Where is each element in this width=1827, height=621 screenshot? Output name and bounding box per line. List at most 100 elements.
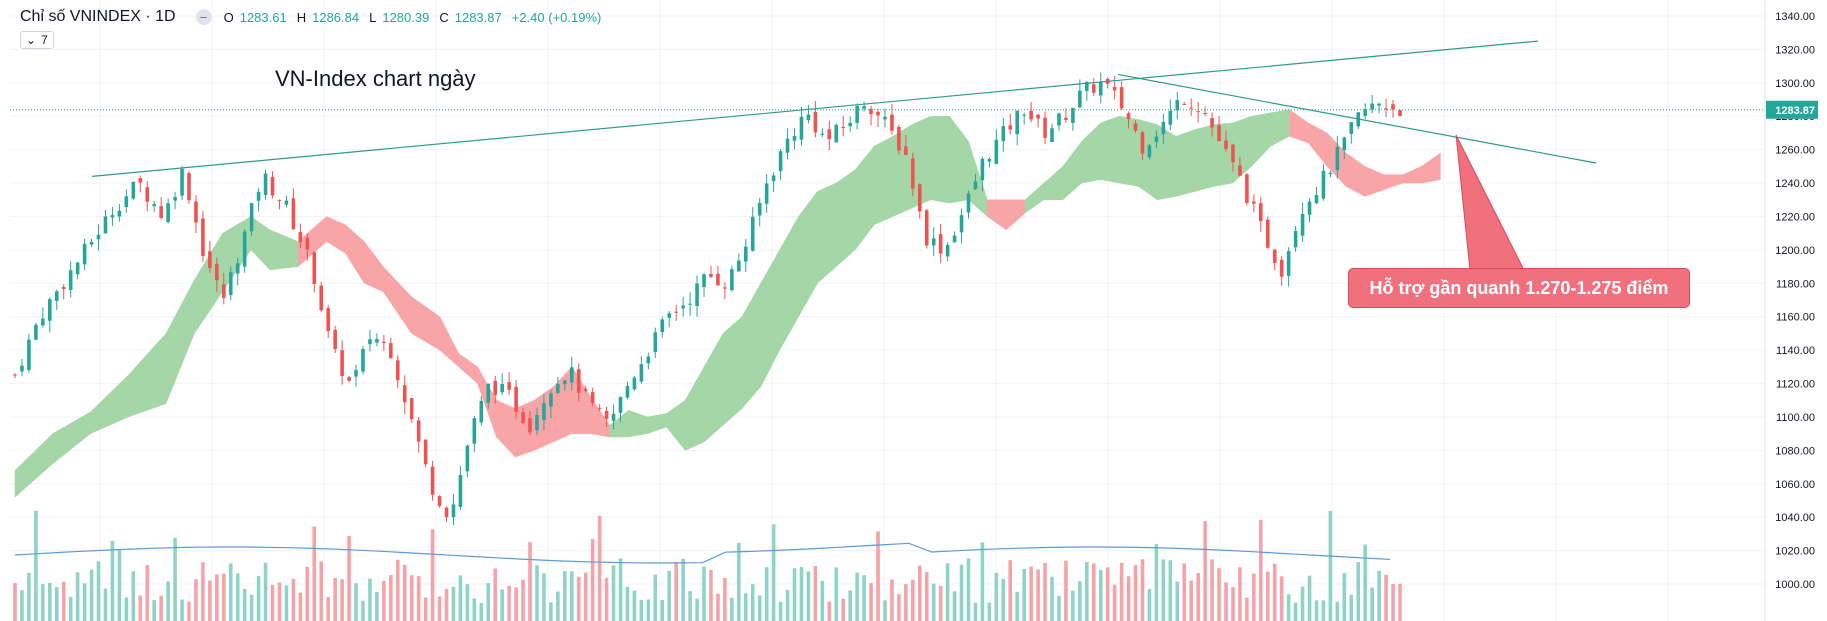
cloud-bull [1081, 122, 1101, 184]
volume-bar [966, 558, 971, 621]
candle-up [131, 181, 136, 199]
candle-down [159, 206, 163, 218]
volume-bar [611, 565, 616, 621]
y-tick-label: 1000.00 [1775, 579, 1815, 591]
candle-up [1085, 81, 1089, 91]
candle-up [785, 138, 790, 153]
volume-bar [750, 584, 755, 621]
volume-bar [423, 597, 428, 621]
volume-bar [917, 565, 922, 621]
candle-up [1349, 122, 1354, 134]
volume-bar [980, 542, 985, 621]
volume-bar [1182, 563, 1187, 621]
candle-down [1182, 104, 1187, 106]
y-tick-label: 1100.00 [1776, 412, 1815, 424]
volume-bar [1349, 594, 1354, 621]
volume-bar [166, 581, 170, 621]
candle-up [702, 274, 706, 288]
symbol-title[interactable]: Chỉ số VNINDEX · 1D [20, 8, 176, 25]
cloud-bull [854, 145, 875, 251]
indicators-toggle[interactable]: ⌄ 7 [20, 31, 54, 49]
candle-up [500, 384, 504, 393]
candle-up [987, 158, 992, 162]
candle-down [187, 173, 191, 201]
candle-up [563, 380, 567, 385]
low-label: L [369, 9, 377, 25]
volume-bar [1210, 559, 1214, 621]
candle-up [542, 403, 546, 420]
volume-bar [221, 573, 226, 621]
candle-up [68, 270, 73, 290]
candle-up [27, 339, 31, 371]
collapse-icon[interactable]: − [195, 9, 212, 25]
candle-up [625, 385, 630, 398]
candle-down [1384, 108, 1388, 110]
y-tick-label: 1300.00 [1775, 78, 1815, 90]
volume-bar [152, 600, 156, 621]
volume-bar [1335, 601, 1340, 621]
cloud-bull [798, 190, 818, 318]
volume-bar [138, 595, 143, 621]
candle-down [347, 377, 351, 381]
candle-up [152, 204, 156, 207]
volume-bar [312, 526, 317, 621]
candle-down [514, 386, 518, 412]
volume-bar [764, 567, 769, 621]
candle-down [1112, 86, 1117, 91]
close-value: 1283.87 [454, 9, 502, 25]
volume-bar [604, 577, 609, 621]
volume-bar [542, 573, 546, 621]
candle-down [1217, 125, 1221, 142]
candle-up [166, 203, 170, 223]
volume-bar [256, 576, 261, 621]
cloud-bull [892, 124, 913, 217]
candle-up [89, 241, 94, 245]
candle-up [695, 283, 699, 306]
volume-bar [931, 583, 936, 621]
candle-down [444, 507, 449, 518]
candle-down [507, 382, 511, 390]
volume-bar [1154, 543, 1159, 621]
candle-up [375, 338, 379, 343]
candle-up [34, 324, 38, 340]
candle-up [757, 202, 762, 216]
candle-up [667, 313, 672, 318]
candle-up [966, 193, 971, 213]
candle-up [82, 243, 87, 265]
volume-bar [298, 592, 303, 621]
volume-bar [1252, 573, 1256, 621]
support-callout[interactable]: Hỗ trợ gần quanh 1.270-1.275 điểm [1348, 268, 1690, 308]
cloud-bear [326, 216, 346, 254]
candle-up [249, 203, 254, 232]
candle-down [437, 496, 442, 506]
y-tick-label: 1040.00 [1775, 512, 1815, 524]
volume-bar [702, 566, 706, 621]
candle-up [479, 400, 484, 423]
candle-up [681, 305, 685, 309]
candle-down [221, 284, 226, 298]
y-tick-label: 1020.00 [1775, 546, 1815, 558]
trendline [1117, 73, 1597, 164]
volume-bar [89, 569, 94, 621]
volume-bar [646, 599, 651, 621]
candle-up [96, 234, 101, 240]
volume-bar [47, 582, 52, 621]
cloud-bull [1138, 119, 1158, 201]
candle-down [604, 410, 609, 419]
cloud-bear [297, 215, 327, 268]
volume-bar [1398, 583, 1402, 621]
candle-up [632, 377, 637, 390]
volume-bar [1217, 568, 1221, 621]
volume-bar [806, 571, 811, 621]
volume-bar [834, 567, 839, 621]
volume-bar [1133, 565, 1138, 621]
volume-bar [75, 572, 80, 621]
candle-down [924, 210, 929, 246]
high-value: 1286.84 [312, 9, 360, 25]
candle-up [549, 393, 553, 407]
volume-bar [215, 574, 219, 621]
volume-bar [1050, 576, 1054, 621]
candle-up [730, 269, 734, 291]
volume-bar [771, 524, 776, 621]
